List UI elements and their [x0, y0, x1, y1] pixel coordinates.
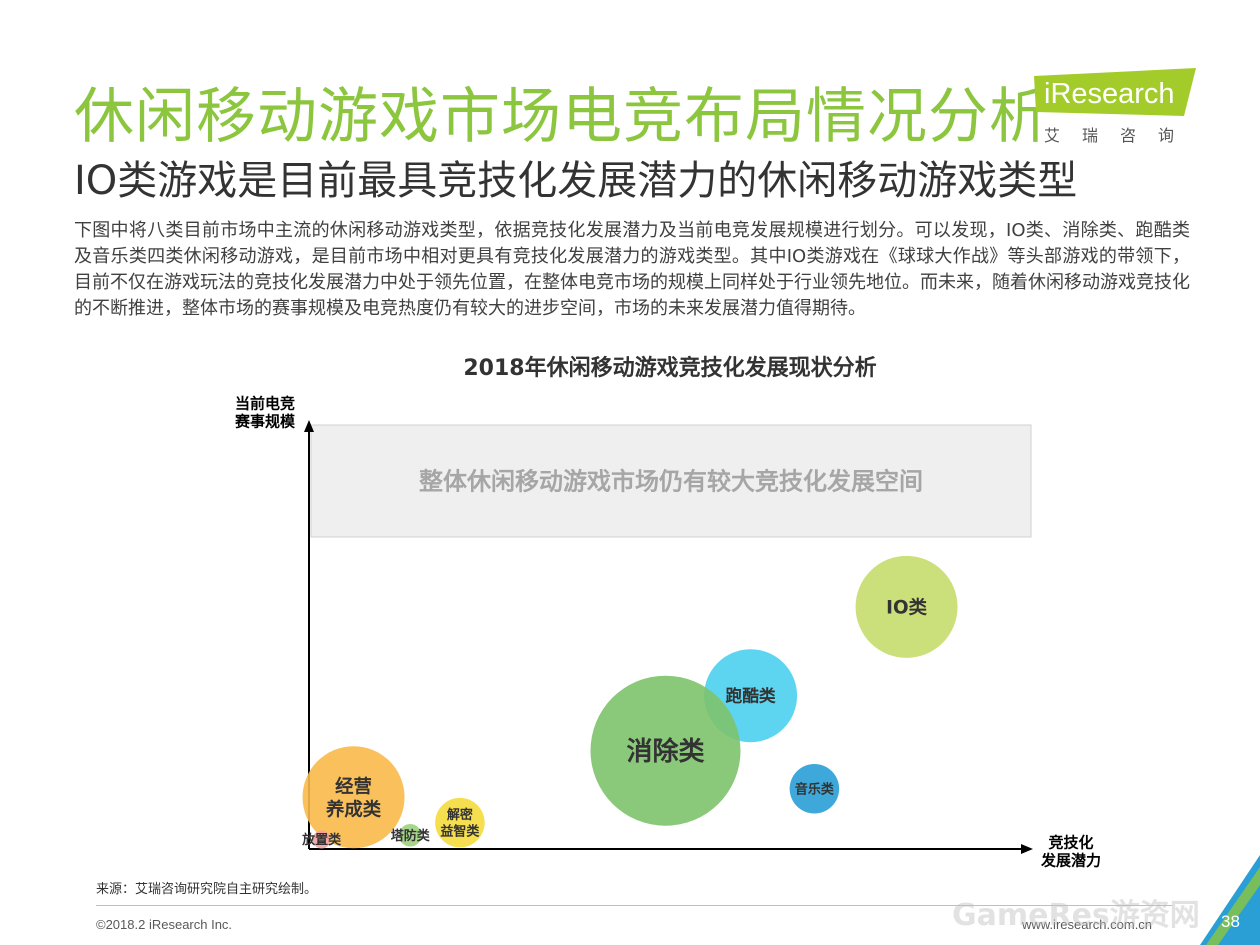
logo-chinese-text: 艾瑞咨询: [1044, 126, 1197, 145]
watermark: GameRes游资网: [952, 898, 1200, 933]
copyright: ©2018.2 iResearch Inc.: [96, 917, 233, 932]
page-title: 休闲移动游戏市场电竞布局情况分析: [74, 82, 1050, 152]
bubble-label-5: 解密益智类: [440, 807, 480, 839]
iresearch-logo: iResearch 艾瑞咨询: [1030, 66, 1200, 146]
bubble-5: [435, 797, 485, 848]
corner-decoration: [1200, 855, 1260, 945]
page-number: 38: [1221, 912, 1240, 931]
source-note: 来源：艾瑞咨询研究院自主研究绘制。: [96, 882, 318, 897]
bubble-label-1: 跑酷类: [725, 686, 775, 706]
website-link[interactable]: www.iresearch.com.cn: [1022, 917, 1153, 932]
bubble-6: [399, 824, 422, 847]
band-annotation-text: 整体休闲移动游戏市场仍有较大竞技化发展空间: [419, 468, 923, 496]
logo-banner-shape: [1034, 68, 1196, 116]
logo-brand-text: iResearch: [1044, 78, 1175, 110]
bubble-2: [590, 675, 741, 826]
page-subtitle: IO类游戏是目前最具竞技化发展潜力的休闲移动游戏类型: [74, 158, 1078, 204]
chart-title: 2018年休闲移动游戏竞技化发展现状分析: [463, 356, 877, 381]
bubble-3: [789, 764, 840, 814]
intro-paragraph: 下图中将八类目前市场中主流的休闲移动游戏类型，依据竞技化发展潜力及当前电竞发展规…: [74, 220, 1190, 319]
footer-divider: [96, 905, 1172, 906]
bubble-4: [302, 746, 405, 849]
x-axis-arrow: [1021, 844, 1033, 854]
potential-band: [310, 424, 1032, 538]
bubble-label-0: IO类: [886, 596, 927, 618]
y-axis-label: 当前电竞赛事规模: [234, 394, 296, 430]
bubble-label-4: 经营养成类: [325, 775, 382, 820]
bubble-label-6: 塔防类: [391, 828, 431, 844]
y-axis-arrow: [304, 420, 314, 432]
bubble-0: [855, 555, 958, 658]
bubble-label-3: 音乐类: [795, 781, 835, 797]
bubble-label-7: 放置类: [301, 832, 342, 848]
bubble-7: [312, 830, 331, 849]
x-axis-label: 竞技化发展潜力: [1040, 833, 1101, 869]
bubble-label-2: 消除类: [626, 736, 704, 767]
